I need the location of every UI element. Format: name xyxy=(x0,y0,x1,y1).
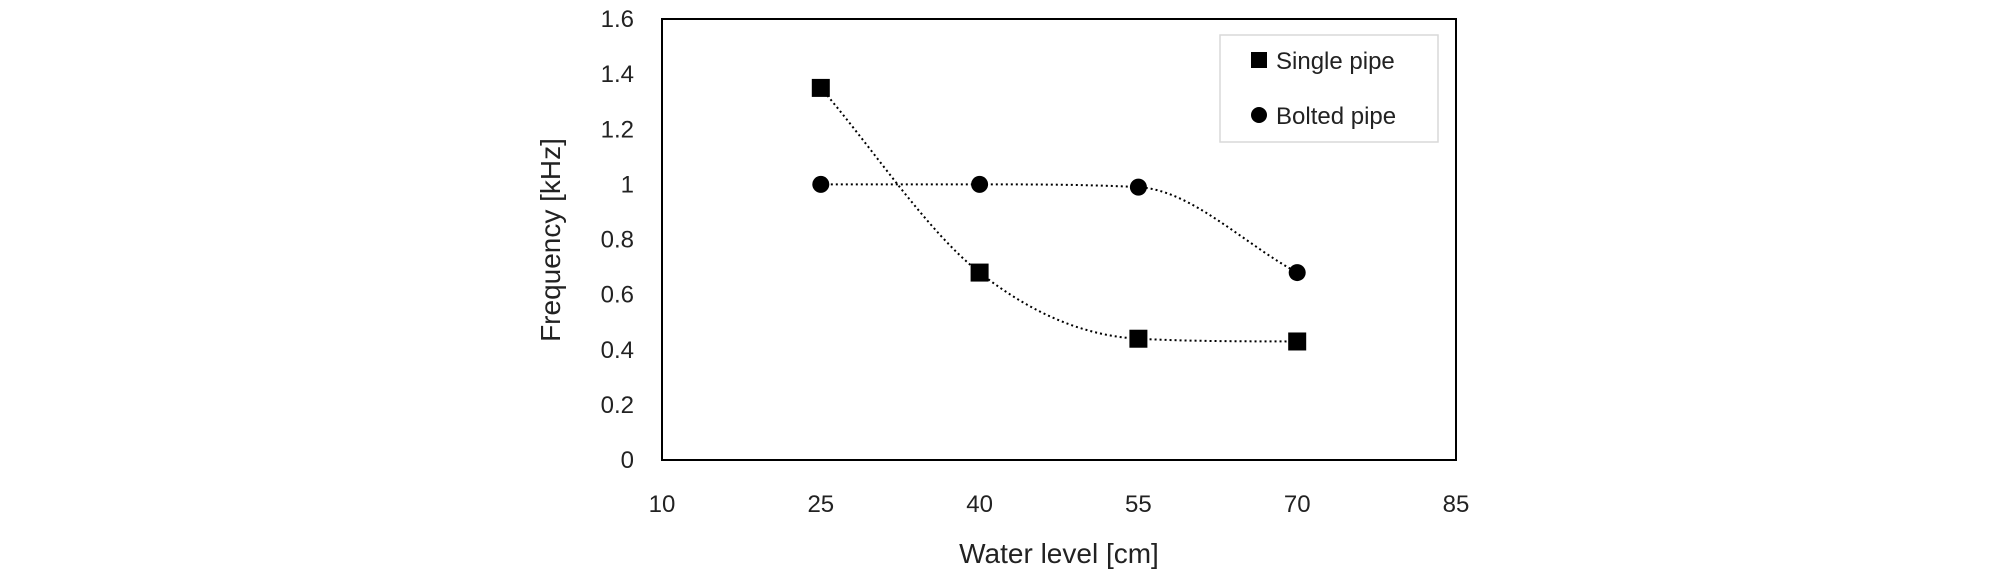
legend: Single pipe Bolted pipe xyxy=(1219,34,1439,143)
legend-label-single-pipe: Single pipe xyxy=(1276,48,1395,75)
x-tick-label: 25 xyxy=(807,491,834,518)
x-tick-label: 10 xyxy=(649,491,676,518)
x-axis-ticks: 10 25 40 55 70 85 xyxy=(649,491,1470,518)
point-single-pipe xyxy=(970,263,989,282)
y-tick-label: 1.6 xyxy=(601,6,634,33)
x-axis-title: Water level [cm] xyxy=(959,538,1159,569)
point-single-pipe xyxy=(1288,332,1307,351)
point-bolted-pipe xyxy=(971,175,989,193)
y-tick-label: 0.6 xyxy=(601,282,634,309)
y-axis-title: Frequency [kHz] xyxy=(535,138,566,342)
x-tick-label: 85 xyxy=(1443,491,1470,518)
y-axis-ticks: 0 0.2 0.4 0.6 0.8 1 1.2 1.4 1.6 xyxy=(601,6,634,474)
y-tick-label: 1.4 xyxy=(601,61,634,88)
point-single-pipe xyxy=(1129,329,1148,348)
y-tick-label: 1 xyxy=(621,171,634,198)
legend-box xyxy=(1219,34,1439,143)
trendline-single-pipe xyxy=(820,87,1298,343)
markers xyxy=(811,78,1307,351)
y-tick-label: 0.2 xyxy=(601,392,634,419)
y-tick-label: 0.4 xyxy=(601,337,634,364)
trendline-bolted-pipe xyxy=(820,183,1298,274)
x-tick-label: 70 xyxy=(1284,491,1311,518)
x-tick-label: 55 xyxy=(1125,491,1152,518)
y-tick-label: 1.2 xyxy=(601,116,634,143)
x-tick-label: 40 xyxy=(966,491,993,518)
point-single-pipe xyxy=(811,78,830,97)
y-tick-label: 0 xyxy=(621,447,634,474)
point-bolted-pipe xyxy=(812,175,830,193)
point-bolted-pipe xyxy=(1129,178,1147,196)
trendlines xyxy=(820,87,1298,343)
legend-label-bolted-pipe: Bolted pipe xyxy=(1276,103,1396,130)
y-tick-label: 0.8 xyxy=(601,227,634,254)
legend-marker-single-pipe xyxy=(1251,52,1267,68)
legend-marker-bolted-pipe xyxy=(1251,107,1267,123)
point-bolted-pipe xyxy=(1288,264,1306,282)
